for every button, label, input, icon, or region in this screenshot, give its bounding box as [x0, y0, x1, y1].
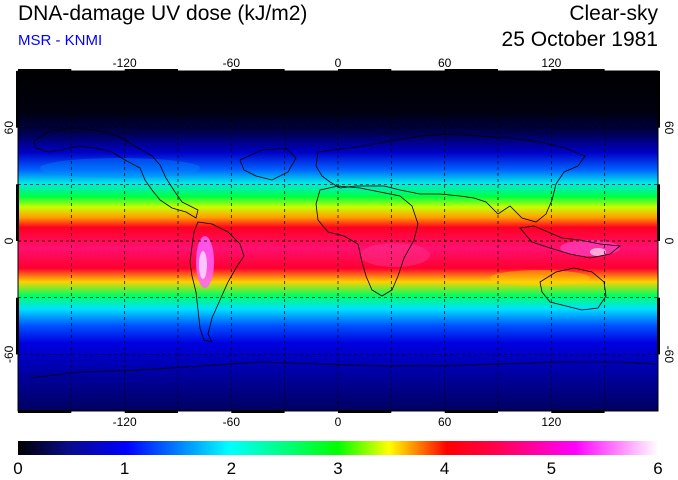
map-title: DNA-damage UV dose (kJ/m2): [18, 2, 308, 25]
lon-labels-bottom: -120 -60 0 60 120: [113, 415, 562, 429]
colorbar-tick-label: 5: [547, 459, 556, 478]
colorbar-labels: 0 1 2 3 4 5 6: [13, 459, 662, 478]
map-date: 25 October 1981: [501, 28, 658, 51]
lon-tick-label: -60: [223, 56, 241, 70]
lat-labels-right: 60 0 -60: [662, 121, 676, 363]
field-variations: [40, 158, 620, 288]
lon-tick-label: 0: [335, 415, 342, 429]
colorbar-tick-label: 6: [653, 459, 662, 478]
lon-labels-top: -120 -60 0 60 120: [113, 56, 562, 70]
colorbar-tick-label: 4: [440, 459, 449, 478]
lat-tick-label: -60: [662, 346, 676, 364]
colorbar-tick-label: 0: [13, 459, 22, 478]
lat-tick-label: 60: [2, 121, 16, 135]
sky-condition: Clear-sky: [569, 2, 658, 25]
lat-tick-label: 0: [662, 238, 676, 245]
lon-tick-label: -60: [223, 415, 241, 429]
map-border-bars: [16, 69, 660, 413]
lat-tick-label: -60: [2, 345, 16, 363]
lon-tick-label: 120: [541, 56, 561, 70]
colorbar-tick-label: 1: [120, 459, 129, 478]
graticule: [18, 71, 658, 411]
colorbar-tick-label: 2: [227, 459, 236, 478]
lon-tick-label: -120: [113, 415, 137, 429]
lat-tick-label: 60: [662, 121, 676, 135]
lat-tick-label: 0: [2, 237, 16, 244]
coastlines: [29, 127, 657, 379]
lon-tick-label: 0: [335, 56, 342, 70]
lon-tick-label: 120: [541, 415, 561, 429]
colorbar-tick-label: 3: [333, 459, 342, 478]
lon-tick-label: -120: [113, 56, 137, 70]
lon-tick-label: 60: [438, 415, 452, 429]
lat-labels-left: 60 0 -60: [2, 121, 16, 363]
colorbar: [18, 441, 658, 455]
lon-tick-label: 60: [438, 56, 452, 70]
map-source: MSR - KNMI: [18, 32, 103, 49]
